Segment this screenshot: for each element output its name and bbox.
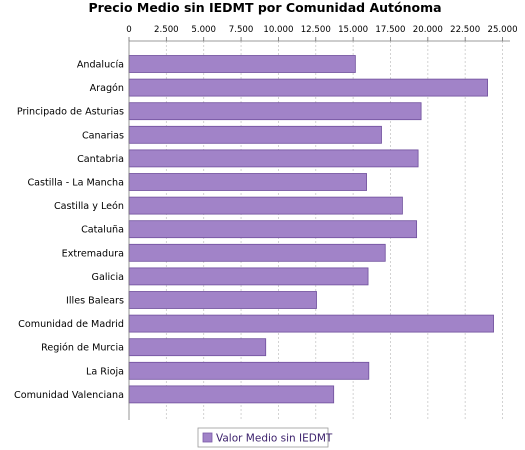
x-tick-label: 15.000: [338, 25, 368, 35]
bar: [128, 149, 419, 168]
bar: [128, 78, 488, 97]
legend-label: Valor Medio sin IEDMT: [216, 433, 333, 445]
category-label: Cataluña: [81, 225, 124, 236]
category-label: Andalucía: [77, 59, 124, 71]
bar: [128, 291, 317, 309]
category-label: Región de Murcia: [41, 342, 124, 354]
legend-swatch: [202, 432, 213, 443]
x-tick-label: 0: [126, 25, 131, 35]
chart-title: Precio Medio sin IEDMT por Comunidad Aut…: [88, 0, 441, 15]
x-tick-label: 17.500: [375, 25, 405, 35]
x-tick-label: 12.500: [301, 25, 331, 35]
bar: [128, 314, 494, 333]
x-tick-label: 22.500: [450, 25, 480, 35]
legend-box: [197, 427, 329, 448]
x-tick-label: 7.500: [229, 25, 254, 35]
x-tick-label: 20.000: [413, 25, 443, 35]
bar: [128, 55, 356, 73]
x-tick-label: 2.500: [154, 25, 179, 35]
bar: [128, 173, 367, 191]
category-label: Castilla y León: [54, 200, 124, 212]
x-tick-label: 10.000: [263, 25, 293, 35]
category-labels: Andalucía Aragón Principado de Asturias Can…: [14, 59, 124, 401]
category-label: Comunidad Valenciana: [14, 390, 124, 401]
category-label: Aragón: [90, 82, 124, 94]
category-label: Canarias: [82, 130, 124, 141]
bar: [128, 196, 403, 215]
category-label: Comunidad de Madrid: [18, 319, 124, 330]
axes: [128, 40, 510, 420]
bar: [128, 125, 382, 144]
bar: [128, 102, 422, 121]
bar: [128, 361, 370, 380]
x-tick-label: 5.000: [191, 25, 216, 35]
category-label: Principado de Asturias: [17, 107, 124, 118]
category-label: La Rioja: [86, 366, 124, 377]
bar: [128, 267, 369, 286]
bar: [128, 243, 386, 262]
category-label: Cantabria: [77, 154, 124, 165]
category-label: Extremadura: [62, 248, 124, 259]
category-label: Galicia: [92, 272, 124, 283]
bar: [128, 220, 418, 239]
legend[interactable]: Valor Medio sin IEDMT: [197, 427, 333, 448]
category-label: Castilla - La Mancha: [27, 178, 124, 189]
x-tick-label: 25.000: [487, 25, 517, 35]
category-label: Illes Balears: [66, 296, 124, 307]
bar: [128, 338, 267, 357]
x-axis-ticks: 0 2.500 5.000 7.500 10.000 12.500 15.000 17.500…: [126, 25, 518, 41]
bar: [128, 385, 335, 404]
bars: [128, 55, 494, 404]
